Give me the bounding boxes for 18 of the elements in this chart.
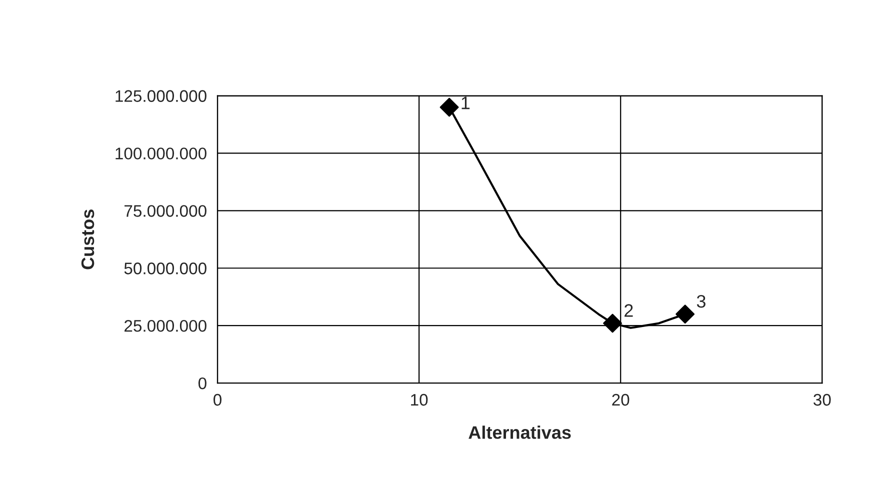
point	[676, 304, 695, 324]
annotation: 1	[462, 96, 470, 110]
annotation: 3	[696, 294, 706, 308]
x-tick-label: 30	[814, 394, 831, 406]
y-tick-label: 125.000.000	[116, 90, 206, 102]
x-axis-title: Alternativas	[468, 426, 571, 439]
y-tick-label: 50.000.000	[124, 262, 206, 274]
x-tick-label: 10	[411, 394, 428, 406]
point	[603, 314, 622, 333]
annotation: 2	[624, 304, 633, 317]
y-tick-label: 75.000.000	[124, 205, 206, 217]
y-tick-label: 0	[198, 377, 206, 390]
y-tick-label: 100.000.000	[116, 148, 206, 160]
x-tick-label: 0	[214, 394, 222, 406]
y-axis-title: Custos	[81, 210, 94, 270]
point	[440, 98, 459, 117]
x-tick-label: 20	[612, 394, 630, 406]
y-tick-label: 25.000.000	[124, 320, 206, 332]
